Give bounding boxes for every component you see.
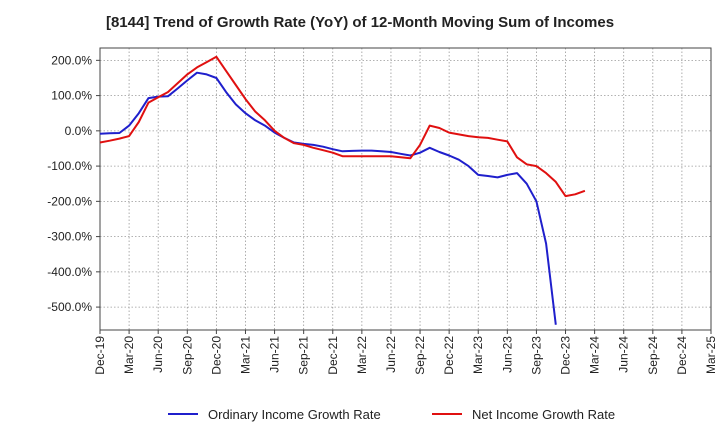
series-line-ordinary-income	[99, 71, 557, 325]
y-tick-label: -500.0%	[47, 300, 92, 314]
x-tick-label: Jun-21	[268, 336, 282, 373]
x-tick-label: Mar-20	[122, 336, 136, 374]
y-tick-label: -300.0%	[47, 230, 92, 244]
y-tick-label: 100.0%	[51, 89, 92, 103]
plot-area-border	[99, 47, 712, 331]
x-tick-label: Dec-23	[559, 336, 573, 375]
x-tick-label: Mar-23	[471, 336, 485, 374]
series-line-net-income	[99, 55, 586, 198]
x-tick-label: Mar-22	[355, 336, 369, 374]
x-tick-label: Sep-20	[180, 336, 194, 375]
x-tick-label: Jun-20	[151, 336, 165, 373]
x-tick-label: Dec-24	[675, 336, 689, 375]
x-tick-label: Mar-24	[588, 336, 602, 374]
legend-net-income-label: Net Income Growth Rate	[472, 407, 615, 422]
x-tick-label: Dec-19	[93, 336, 107, 375]
x-tick-label: Sep-22	[413, 336, 427, 375]
x-tick-label: Sep-23	[529, 336, 543, 375]
y-tick-label: 0.0%	[65, 124, 93, 138]
x-tick-label: Sep-24	[646, 336, 660, 375]
y-tick-label: -200.0%	[47, 194, 92, 208]
x-tick-label: Jun-23	[500, 336, 514, 373]
x-tick-label: Jun-24	[617, 336, 631, 373]
x-tick-label: Mar-21	[238, 336, 252, 374]
x-tick-label: Dec-21	[326, 336, 340, 375]
x-tick-label: Sep-21	[297, 336, 311, 375]
y-tick-label: -400.0%	[47, 265, 92, 279]
y-tick-label: -100.0%	[47, 159, 92, 173]
y-tick-label: 200.0%	[51, 53, 92, 67]
x-tick-label: Jun-22	[384, 336, 398, 373]
x-tick-label: Dec-22	[442, 336, 456, 375]
chart-title: [8144] Trend of Growth Rate (YoY) of 12-…	[105, 14, 615, 31]
legend-ordinary-income-label: Ordinary Income Growth Rate	[208, 407, 381, 422]
x-tick-label: Mar-25	[704, 336, 718, 374]
x-tick-label: Dec-20	[209, 336, 223, 375]
